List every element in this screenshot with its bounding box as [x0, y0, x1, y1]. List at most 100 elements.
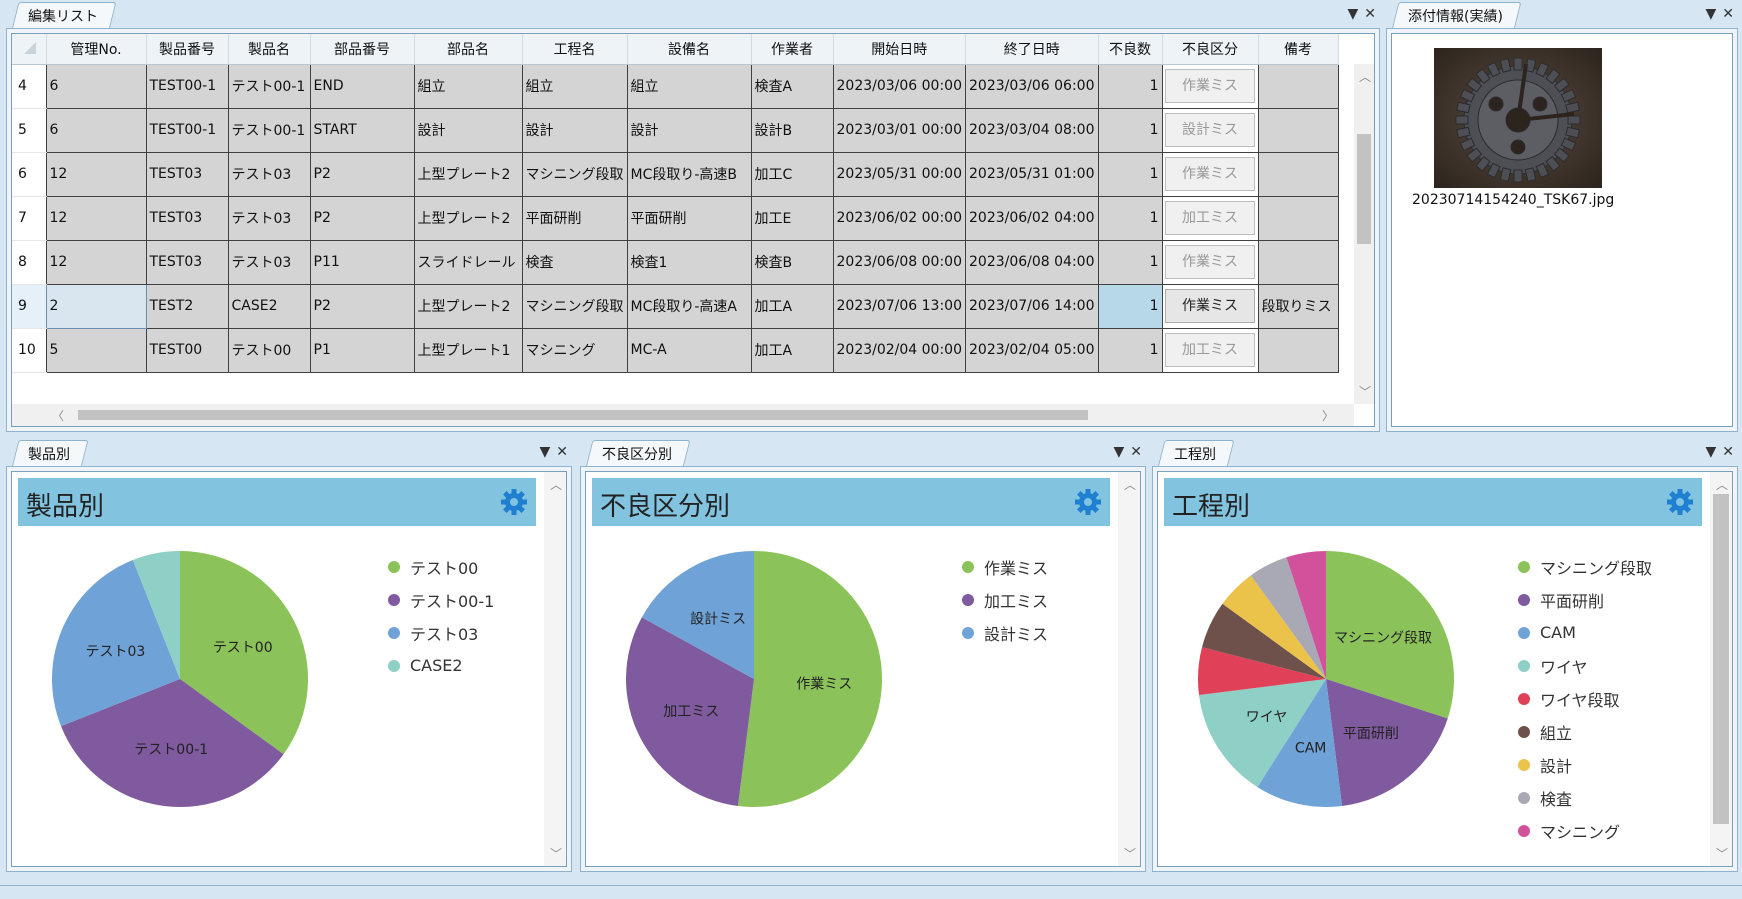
grid-cell[interactable]: CASE2 — [227, 283, 311, 329]
grid-cell[interactable]: 1 — [1097, 151, 1163, 197]
scroll-up-icon[interactable]: ︿ — [1124, 478, 1137, 492]
close-icon[interactable]: ✕ — [1722, 6, 1734, 22]
legend-item[interactable]: テスト00-1 — [388, 583, 494, 616]
defect-type-cell[interactable]: 作業ミス — [1161, 63, 1259, 109]
grid-cell[interactable]: 12 — [45, 151, 147, 197]
row-number[interactable]: 10 — [12, 328, 46, 373]
pie-slice[interactable] — [60, 679, 284, 807]
scroll-right-icon[interactable]: 〉 — [1321, 409, 1334, 423]
grid-cell[interactable]: 2023/02/04 05:00 — [965, 327, 1099, 373]
grid-cell[interactable]: スライドレール — [413, 239, 523, 285]
pin-dropdown-icon[interactable]: ▼ — [539, 444, 551, 460]
pie-slice[interactable] — [626, 617, 754, 806]
grid-cell[interactable] — [1257, 327, 1339, 373]
grid-cell[interactable]: 5 — [45, 327, 147, 373]
vertical-scrollbar[interactable]: ︿ ﹀ — [1118, 472, 1140, 866]
defect-type-button[interactable]: 設計ミス — [1165, 113, 1255, 147]
grid-cell[interactable]: 上型プレート1 — [413, 327, 523, 373]
grid-cell[interactable]: TEST03 — [145, 239, 229, 285]
column-header[interactable]: 作業者 — [751, 34, 834, 65]
grid-cell[interactable]: TEST2 — [145, 283, 229, 329]
grid-cell[interactable]: 加工C — [750, 151, 834, 197]
legend-item[interactable]: ワイヤ — [1518, 649, 1652, 682]
grid-cell[interactable]: 組立 — [521, 63, 628, 109]
column-header[interactable]: 管理No. — [46, 34, 147, 65]
grid-cell[interactable]: TEST03 — [145, 151, 229, 197]
grid-cell[interactable]: 12 — [45, 195, 147, 241]
grid-cell[interactable] — [1257, 151, 1339, 197]
grid-cell[interactable]: P2 — [309, 283, 415, 329]
legend-item[interactable]: マシニング — [1518, 814, 1652, 847]
grid-cell[interactable]: P11 — [309, 239, 415, 285]
grid-cell[interactable]: 上型プレート2 — [413, 195, 523, 241]
settings-gear-icon[interactable] — [500, 488, 528, 516]
row-number[interactable]: 8 — [12, 240, 46, 285]
grid-cell[interactable]: 加工A — [750, 327, 834, 373]
grid-cell[interactable]: 検査 — [521, 239, 628, 285]
tab-chart[interactable]: 製品別 — [12, 440, 89, 466]
grid-cell[interactable]: 検査B — [750, 239, 834, 285]
grid-cell[interactable]: 2023/06/08 00:00 — [832, 239, 966, 285]
pie-slice[interactable] — [1250, 557, 1326, 679]
grid-cell[interactable]: 設計 — [413, 107, 523, 153]
defect-type-cell[interactable]: 加工ミス — [1161, 327, 1259, 373]
pin-dropdown-icon[interactable]: ▼ — [1705, 444, 1717, 460]
table-row[interactable]: 7 12 TEST03 テスト03 P2 上型プレート2 平面研削 平面研削 加工E 2023/0… — [12, 195, 1339, 241]
grid-cell[interactable]: 1 — [1097, 327, 1163, 373]
column-header[interactable]: 部品名 — [414, 34, 523, 65]
legend-item[interactable]: CAM — [1518, 616, 1652, 649]
settings-gear-icon[interactable] — [1074, 488, 1102, 516]
grid-cell[interactable] — [1257, 107, 1339, 153]
grid-cell[interactable]: テスト00-1 — [227, 107, 311, 153]
scroll-left-icon[interactable]: 〈 — [52, 409, 65, 423]
settings-gear-icon[interactable] — [1666, 488, 1694, 516]
pie-slice[interactable] — [737, 551, 882, 807]
column-header[interactable]: 備考 — [1258, 34, 1339, 65]
grid-cell[interactable]: START — [309, 107, 415, 153]
grid-cell[interactable]: 2023/07/06 13:00 — [832, 283, 966, 329]
grid-cell[interactable]: 1 — [1097, 63, 1163, 109]
scroll-down-icon[interactable]: ﹀ — [1359, 385, 1372, 399]
pie-slice[interactable] — [1286, 551, 1326, 679]
grid-cell[interactable]: 6 — [45, 107, 147, 153]
grid-cell[interactable]: END — [309, 63, 415, 109]
legend-item[interactable]: 作業ミス — [962, 550, 1048, 583]
defect-type-button[interactable]: 作業ミス — [1165, 69, 1255, 103]
table-row[interactable]: 6 12 TEST03 テスト03 P2 上型プレート2 マシニング段取 MC段取り-高速B 加… — [12, 151, 1339, 197]
defect-type-button[interactable]: 加工ミス — [1165, 201, 1255, 235]
column-header[interactable]: 製品番号 — [146, 34, 229, 65]
table-row[interactable]: 8 12 TEST03 テスト03 P11 スライドレール 検査 検査1 検査B 2023/06/… — [12, 239, 1339, 285]
grid-cell[interactable]: 2023/02/04 00:00 — [832, 327, 966, 373]
pin-dropdown-icon[interactable]: ▼ — [1705, 6, 1717, 22]
vertical-scrollbar[interactable]: ︿ ﹀ — [1710, 472, 1732, 866]
grid-cell[interactable]: 12 — [45, 239, 147, 285]
grid-cell[interactable]: 1 — [1097, 107, 1163, 153]
row-number[interactable]: 4 — [12, 64, 46, 109]
tab-edit-list[interactable]: 編集リスト — [12, 2, 117, 28]
column-header[interactable]: 設備名 — [627, 34, 752, 65]
grid-cell[interactable]: 加工E — [750, 195, 834, 241]
legend-item[interactable]: テスト03 — [388, 616, 494, 649]
scroll-down-icon[interactable]: ﹀ — [1716, 847, 1729, 861]
column-header[interactable]: 不良数 — [1098, 34, 1163, 65]
column-header[interactable]: 工程名 — [522, 34, 628, 65]
pie-slice[interactable] — [1222, 575, 1326, 679]
scroll-thumb[interactable] — [1713, 494, 1729, 824]
defect-type-cell[interactable]: 設計ミス — [1161, 107, 1259, 153]
column-header[interactable]: 不良区分 — [1162, 34, 1259, 65]
grid-cell[interactable]: 2023/03/01 00:00 — [832, 107, 966, 153]
grid-cell[interactable]: 設計 — [626, 107, 752, 153]
grid-cell[interactable]: マシニング段取 — [521, 151, 628, 197]
table-row[interactable]: 5 6 TEST00-1 テスト00-1 START 設計 設計 設計 設計B 2023/03/0… — [12, 107, 1339, 153]
defect-type-button[interactable]: 作業ミス — [1165, 157, 1255, 191]
grid-cell[interactable]: TEST03 — [145, 195, 229, 241]
column-header[interactable]: 終了日時 — [965, 34, 1099, 65]
row-number[interactable]: 5 — [12, 108, 46, 153]
grid-cell[interactable]: 2023/07/06 14:00 — [965, 283, 1099, 329]
grid-cell[interactable] — [1257, 195, 1339, 241]
legend-item[interactable]: ワイヤ段取 — [1518, 682, 1652, 715]
pie-slice[interactable] — [1199, 679, 1326, 788]
defect-type-cell[interactable]: 作業ミス — [1161, 283, 1259, 329]
horizontal-scrollbar[interactable]: 〈 〉 — [12, 404, 1354, 426]
scroll-down-icon[interactable]: ﹀ — [1124, 847, 1137, 861]
